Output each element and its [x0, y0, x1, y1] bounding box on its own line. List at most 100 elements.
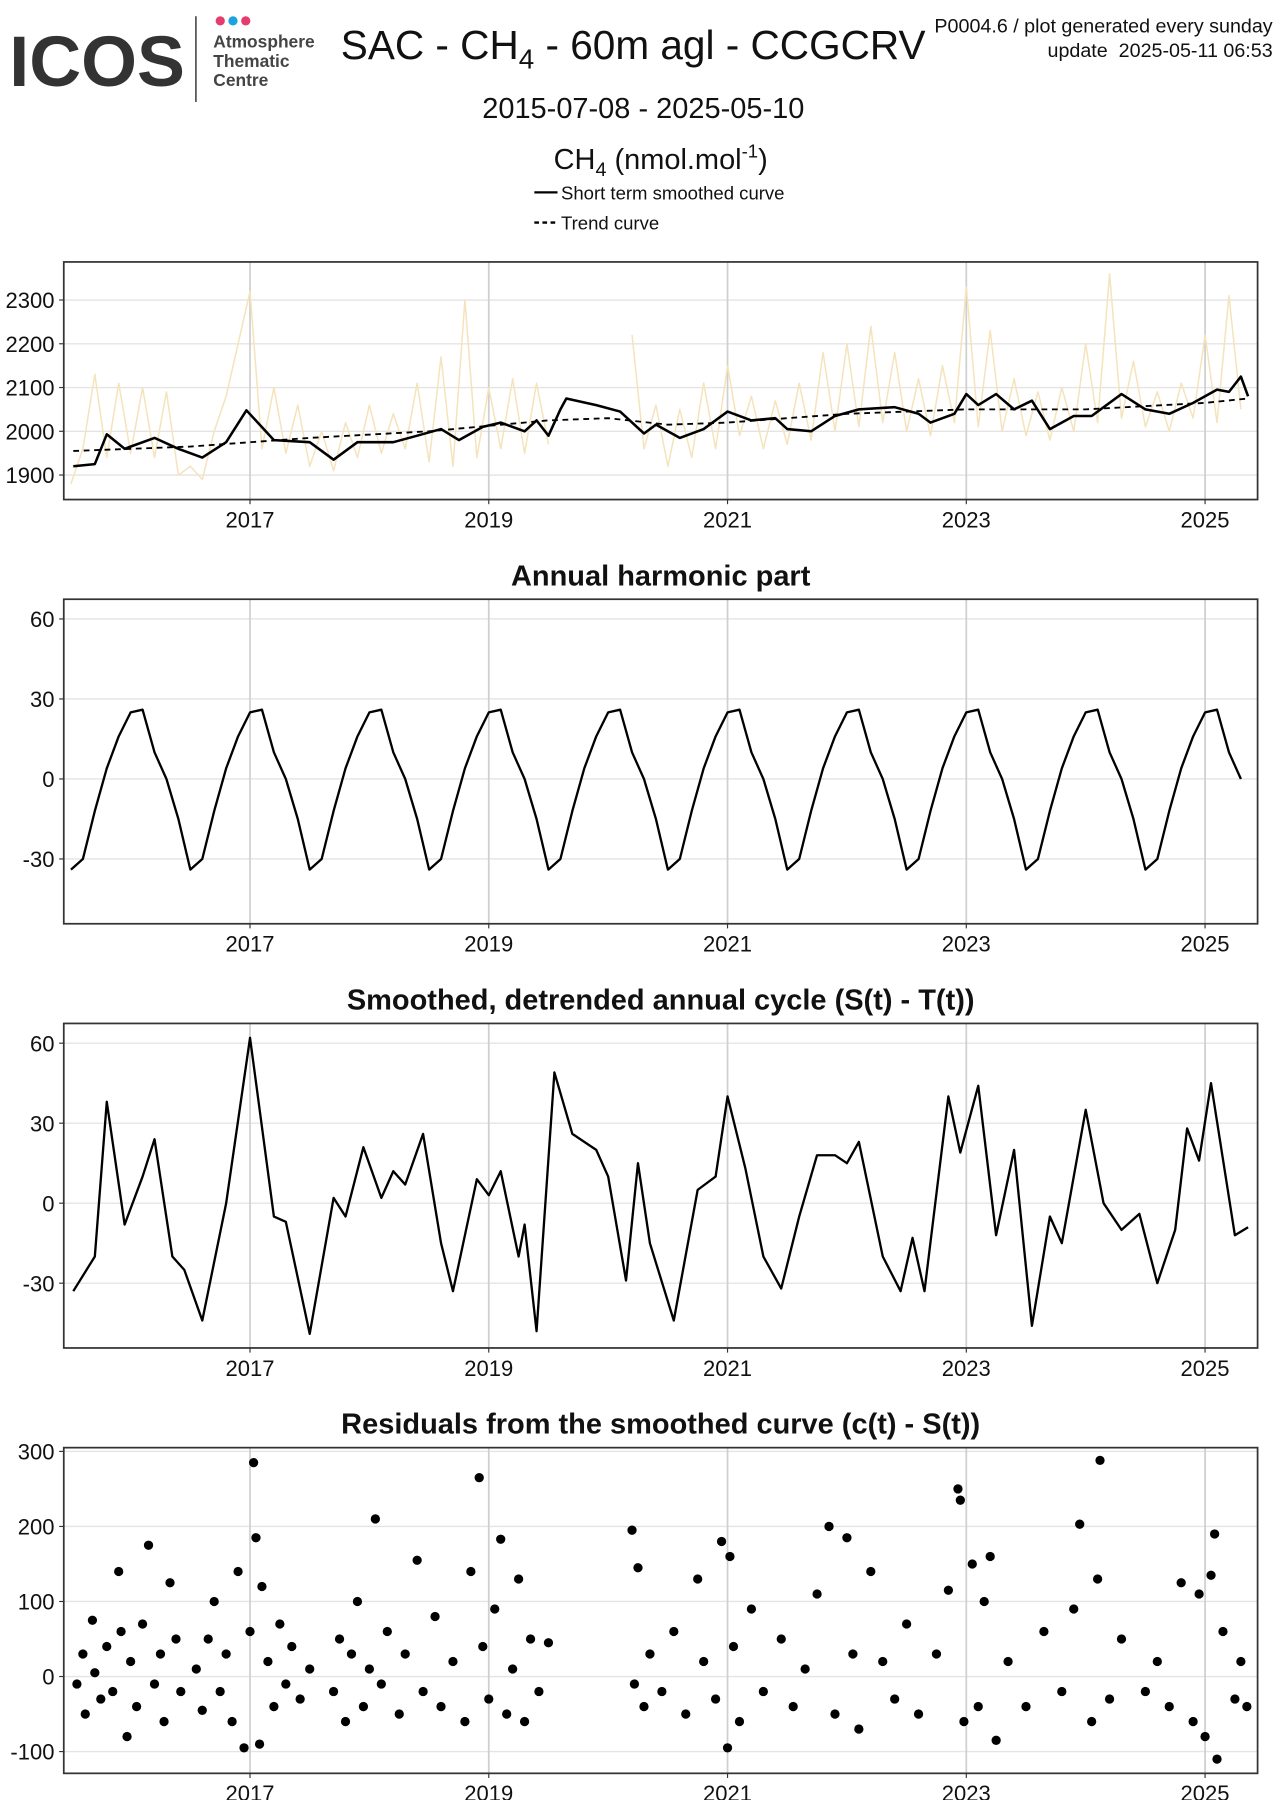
x-tick-label: 2025 — [1181, 932, 1230, 957]
x-tick-label: 2017 — [226, 1781, 275, 1800]
point — [1194, 1589, 1204, 1599]
point — [466, 1566, 476, 1577]
y-tick-label: 0 — [42, 1191, 54, 1216]
point — [227, 1716, 237, 1727]
point — [1087, 1716, 1097, 1727]
point — [328, 1686, 339, 1697]
title-text: - 60m agl - CCGCRV — [534, 22, 925, 68]
point — [508, 1664, 518, 1674]
y-tick-label: 0 — [42, 1665, 54, 1690]
series-line — [72, 1036, 1249, 1335]
point — [1176, 1578, 1186, 1588]
point — [734, 1716, 745, 1727]
point — [669, 1626, 679, 1637]
point — [412, 1555, 422, 1565]
y-label-sub: 4 — [595, 159, 606, 181]
point — [1069, 1604, 1079, 1614]
point — [191, 1664, 201, 1674]
series-line — [73, 375, 1250, 468]
point — [1206, 1570, 1216, 1580]
x-tick-label: 2019 — [464, 1356, 513, 1381]
point — [699, 1656, 709, 1667]
x-tick-label: 2021 — [703, 932, 752, 957]
point — [812, 1589, 822, 1599]
x-tick-label: 2023 — [942, 1356, 991, 1381]
panel-border — [62, 1022, 1259, 1349]
point — [878, 1656, 888, 1667]
point — [513, 1574, 524, 1584]
point — [90, 1668, 100, 1678]
panel-border — [62, 598, 1259, 925]
point — [96, 1694, 106, 1704]
point — [382, 1626, 392, 1637]
point — [633, 1563, 643, 1573]
point — [358, 1701, 369, 1712]
point — [281, 1679, 291, 1689]
point — [490, 1604, 500, 1614]
y-tick-label: -100 — [10, 1740, 54, 1765]
point — [534, 1686, 544, 1697]
y-label-text: CH — [554, 144, 596, 176]
point — [1140, 1686, 1151, 1697]
point — [72, 1679, 82, 1689]
point — [137, 1619, 148, 1629]
point — [629, 1679, 640, 1689]
point — [525, 1634, 536, 1644]
point — [788, 1701, 798, 1712]
panel-title: Annual harmonic part — [511, 560, 811, 592]
point — [1092, 1574, 1103, 1584]
point — [245, 1626, 255, 1637]
point — [269, 1701, 279, 1712]
x-tick-label: 2021 — [703, 1356, 752, 1381]
series-line — [70, 708, 1242, 871]
point — [645, 1649, 655, 1659]
title-text: SAC - CH — [341, 22, 519, 68]
y-label-text: (nmol.mol — [606, 144, 741, 176]
point — [275, 1619, 285, 1629]
point — [496, 1534, 506, 1544]
x-tick-label: 2023 — [942, 932, 991, 957]
y-tick-label: 2300 — [6, 288, 55, 313]
x-tick-label: 2025 — [1181, 1781, 1230, 1800]
point — [197, 1705, 207, 1715]
point — [830, 1709, 840, 1719]
point — [376, 1679, 386, 1689]
x-tick-label: 2021 — [703, 1781, 752, 1800]
y-label-sup: -1 — [742, 141, 758, 162]
update-note: update 2025-05-11 06:53 — [1048, 40, 1273, 62]
point — [263, 1656, 273, 1667]
point — [1242, 1701, 1252, 1712]
point — [973, 1701, 983, 1712]
point — [346, 1649, 357, 1659]
point — [913, 1709, 924, 1719]
point — [478, 1641, 488, 1652]
title: SAC - CH4 - 60m agl - CCGCRV — [341, 22, 926, 74]
org-name: Centre — [213, 70, 268, 90]
x-tick-label: 2017 — [226, 507, 275, 532]
point — [931, 1649, 942, 1659]
title-sub: 4 — [519, 43, 534, 74]
point — [758, 1686, 768, 1697]
point — [305, 1664, 315, 1674]
point — [848, 1649, 858, 1659]
point — [221, 1649, 231, 1659]
point — [176, 1686, 186, 1697]
point — [114, 1566, 124, 1577]
y-label: CH4 (nmol.mol-1) — [554, 141, 768, 182]
point — [890, 1694, 900, 1704]
y-tick-label: -30 — [23, 847, 55, 872]
x-tick-label: 2025 — [1181, 1356, 1230, 1381]
point — [352, 1596, 363, 1607]
x-tick-label: 2019 — [464, 932, 513, 957]
org-name: Atmosphere — [213, 32, 315, 52]
point — [209, 1596, 219, 1607]
point — [334, 1634, 345, 1644]
panel-background — [63, 1023, 1258, 1348]
point — [955, 1495, 965, 1505]
point — [1075, 1519, 1085, 1529]
y-tick-label: 1900 — [6, 463, 55, 488]
point — [159, 1716, 169, 1727]
point — [1230, 1694, 1240, 1704]
point — [257, 1581, 267, 1592]
